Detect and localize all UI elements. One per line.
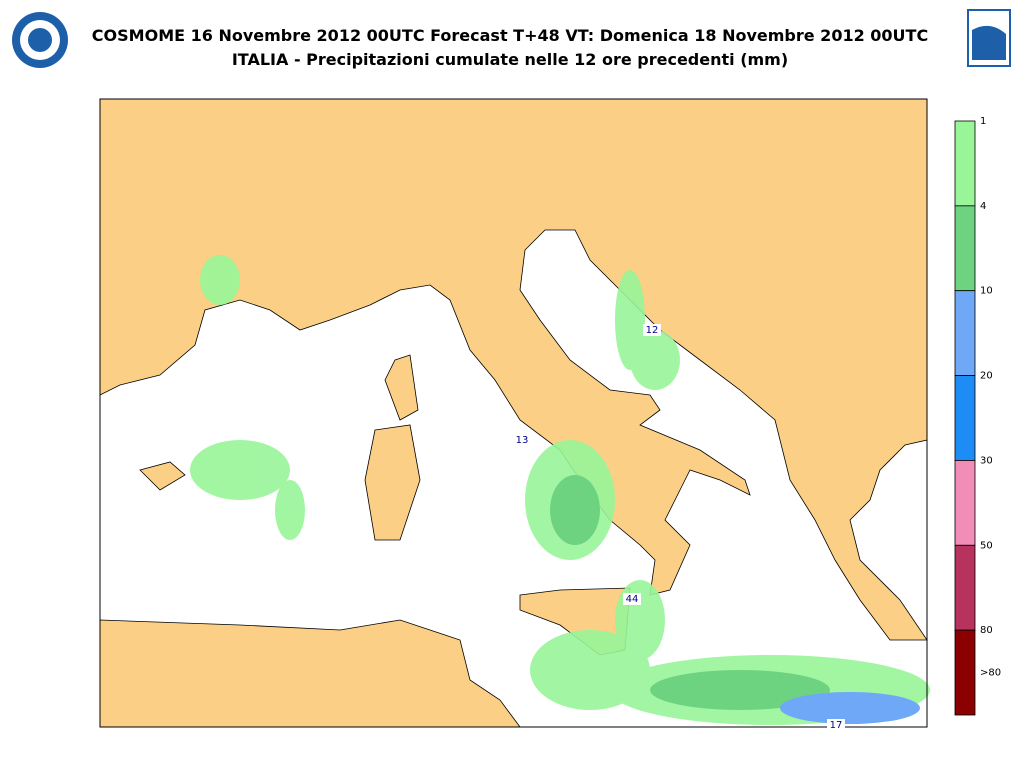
colorbar-band bbox=[954, 375, 976, 461]
map-label: 44 bbox=[626, 594, 639, 605]
colorbar-band bbox=[954, 460, 976, 546]
colorbar-label: 30 bbox=[980, 455, 993, 466]
precip-heavy bbox=[550, 475, 830, 710]
colorbar-label: 50 bbox=[980, 540, 993, 551]
label-box bbox=[643, 324, 661, 336]
label-box bbox=[623, 593, 641, 605]
logo-left bbox=[12, 12, 68, 68]
map-label: 17 bbox=[830, 720, 843, 731]
map-label: 13 bbox=[516, 435, 529, 446]
colorbar-label: 10 bbox=[980, 286, 993, 297]
map-label: 12 bbox=[646, 325, 659, 336]
corsica bbox=[384, 354, 419, 421]
colorbar-band bbox=[954, 544, 976, 631]
map-area bbox=[99, 98, 930, 728]
colorbar-label: 80 bbox=[980, 625, 993, 636]
logo-right bbox=[967, 9, 1011, 67]
colorbar-band bbox=[954, 120, 976, 207]
map-frame bbox=[99, 98, 928, 728]
mainland bbox=[99, 98, 928, 641]
label-box bbox=[827, 719, 845, 731]
colorbar-label: >80 bbox=[980, 668, 1001, 679]
sardinia bbox=[364, 424, 421, 541]
label-box bbox=[513, 434, 531, 446]
colorbar-band bbox=[954, 205, 976, 292]
colorbar-band bbox=[954, 629, 976, 716]
precip-blue bbox=[780, 692, 920, 724]
subtitle: ITALIA - Precipitazioni cumulate nelle 1… bbox=[231, 50, 789, 69]
balearic bbox=[139, 461, 186, 491]
colorbar-label: 20 bbox=[980, 371, 993, 382]
colorbar-band bbox=[954, 290, 976, 376]
title: COSMOME 16 Novembre 2012 00UTC Forecast … bbox=[91, 26, 929, 45]
colorbar-label: 4 bbox=[980, 201, 986, 212]
colorbar-label: 1 bbox=[980, 116, 986, 127]
